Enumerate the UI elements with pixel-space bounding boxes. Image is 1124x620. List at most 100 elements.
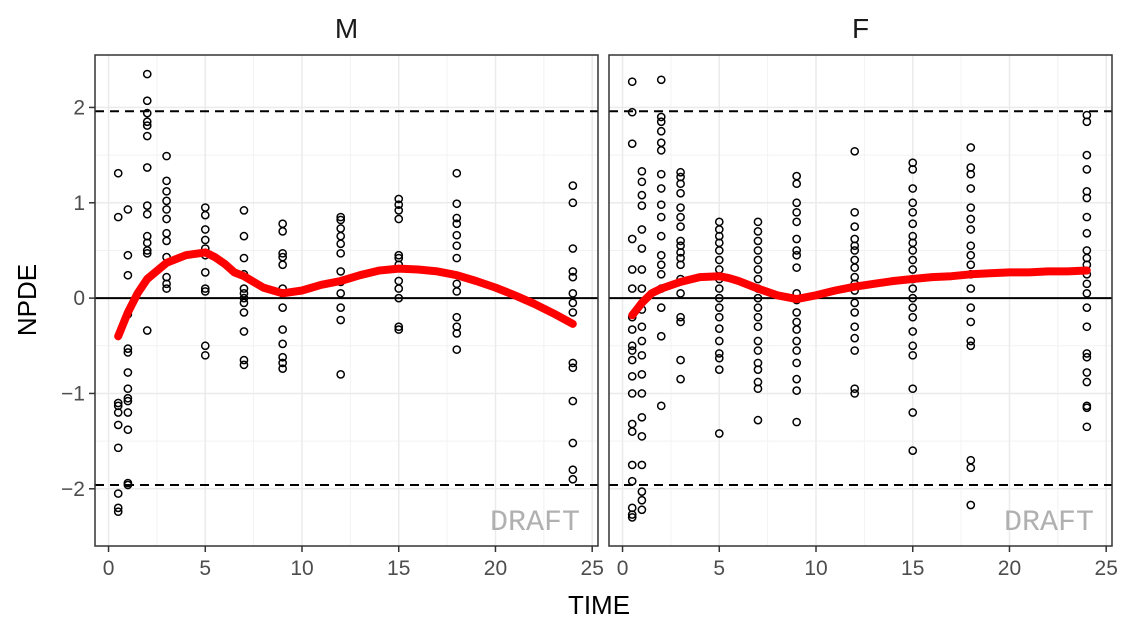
data-point [162,205,171,214]
data-point [966,336,976,346]
data-point [278,248,288,258]
data-point [792,308,802,317]
data-point [966,250,976,260]
data-point [792,336,802,346]
data-point [792,417,802,427]
data-point [753,274,763,284]
data-point [278,358,288,368]
data-point [568,267,578,276]
data-point [714,246,724,255]
data-point [966,169,976,179]
data-point [850,346,860,355]
data-point [850,146,860,156]
data-point [656,260,666,270]
panel-border [94,54,599,547]
data-point [627,371,637,381]
data-point [850,322,860,332]
data-point [753,346,763,355]
data-point [113,398,123,408]
data-point [336,370,346,379]
data-point [1082,150,1092,160]
data-point [676,355,685,365]
data-point [637,201,647,210]
data-point [850,222,860,231]
data-point [568,298,578,308]
x-tick-label: 0 [103,557,115,580]
data-point [123,393,133,403]
data-point [753,365,763,374]
data-point [627,427,637,436]
panel-strip-label: F [852,13,869,44]
data-point [123,480,133,490]
data-point [162,186,171,196]
x-tick-label: 15 [901,557,924,580]
data-point [656,212,666,222]
smooth-line [628,266,1091,320]
data-point [568,438,578,448]
data-point [278,325,288,334]
data-point [394,200,404,210]
data-point [394,325,404,334]
data-point [123,270,133,280]
data-point [627,265,637,274]
data-point [123,425,133,435]
data-point [714,284,724,293]
data-point [278,227,288,236]
data-point [656,231,666,241]
data-point [162,228,171,238]
data-point [850,207,860,217]
data-point [908,384,918,394]
data-point [336,231,346,241]
data-point [123,384,133,394]
data-point [239,293,249,303]
data-point [239,206,249,215]
data-point [676,222,685,231]
data-point [162,279,171,289]
data-point [637,389,647,398]
data-point [792,198,802,208]
data-point [753,384,763,394]
data-point [627,510,637,519]
data-point [850,246,860,255]
data-point [966,341,976,351]
data-point [850,308,860,317]
data-point [714,353,724,363]
data-point [1082,165,1092,174]
data-point [394,194,404,204]
data-point [142,248,152,258]
panel-strip-label: M [335,13,358,44]
data-point [637,432,647,441]
data-point [142,246,152,255]
data-point [966,284,976,293]
data-point [908,341,918,351]
data-point [336,215,346,225]
data-point [966,317,976,327]
smooth-line [114,248,577,341]
data-point [637,505,647,515]
data-point [123,396,133,406]
data-point [452,168,462,178]
data-point [792,317,802,327]
data-point [714,365,724,374]
data-point [792,250,802,260]
data-point [123,344,133,353]
data-point [714,429,724,438]
data-point [239,288,249,298]
x-tick-label: 0 [617,557,629,580]
data-point [1082,193,1092,203]
data-point [1082,322,1092,332]
data-point [452,287,462,296]
x-tick-label: 10 [290,557,313,580]
data-point [627,77,637,87]
data-point [568,308,578,317]
data-point [162,176,171,186]
data-point [568,358,578,368]
data-point [123,348,133,357]
data-point [394,322,404,332]
data-point [336,248,346,258]
data-point [239,308,249,317]
data-point [1082,279,1092,289]
data-point [627,284,637,293]
data-point [1082,368,1092,377]
y-tick-label: 2 [73,96,85,119]
